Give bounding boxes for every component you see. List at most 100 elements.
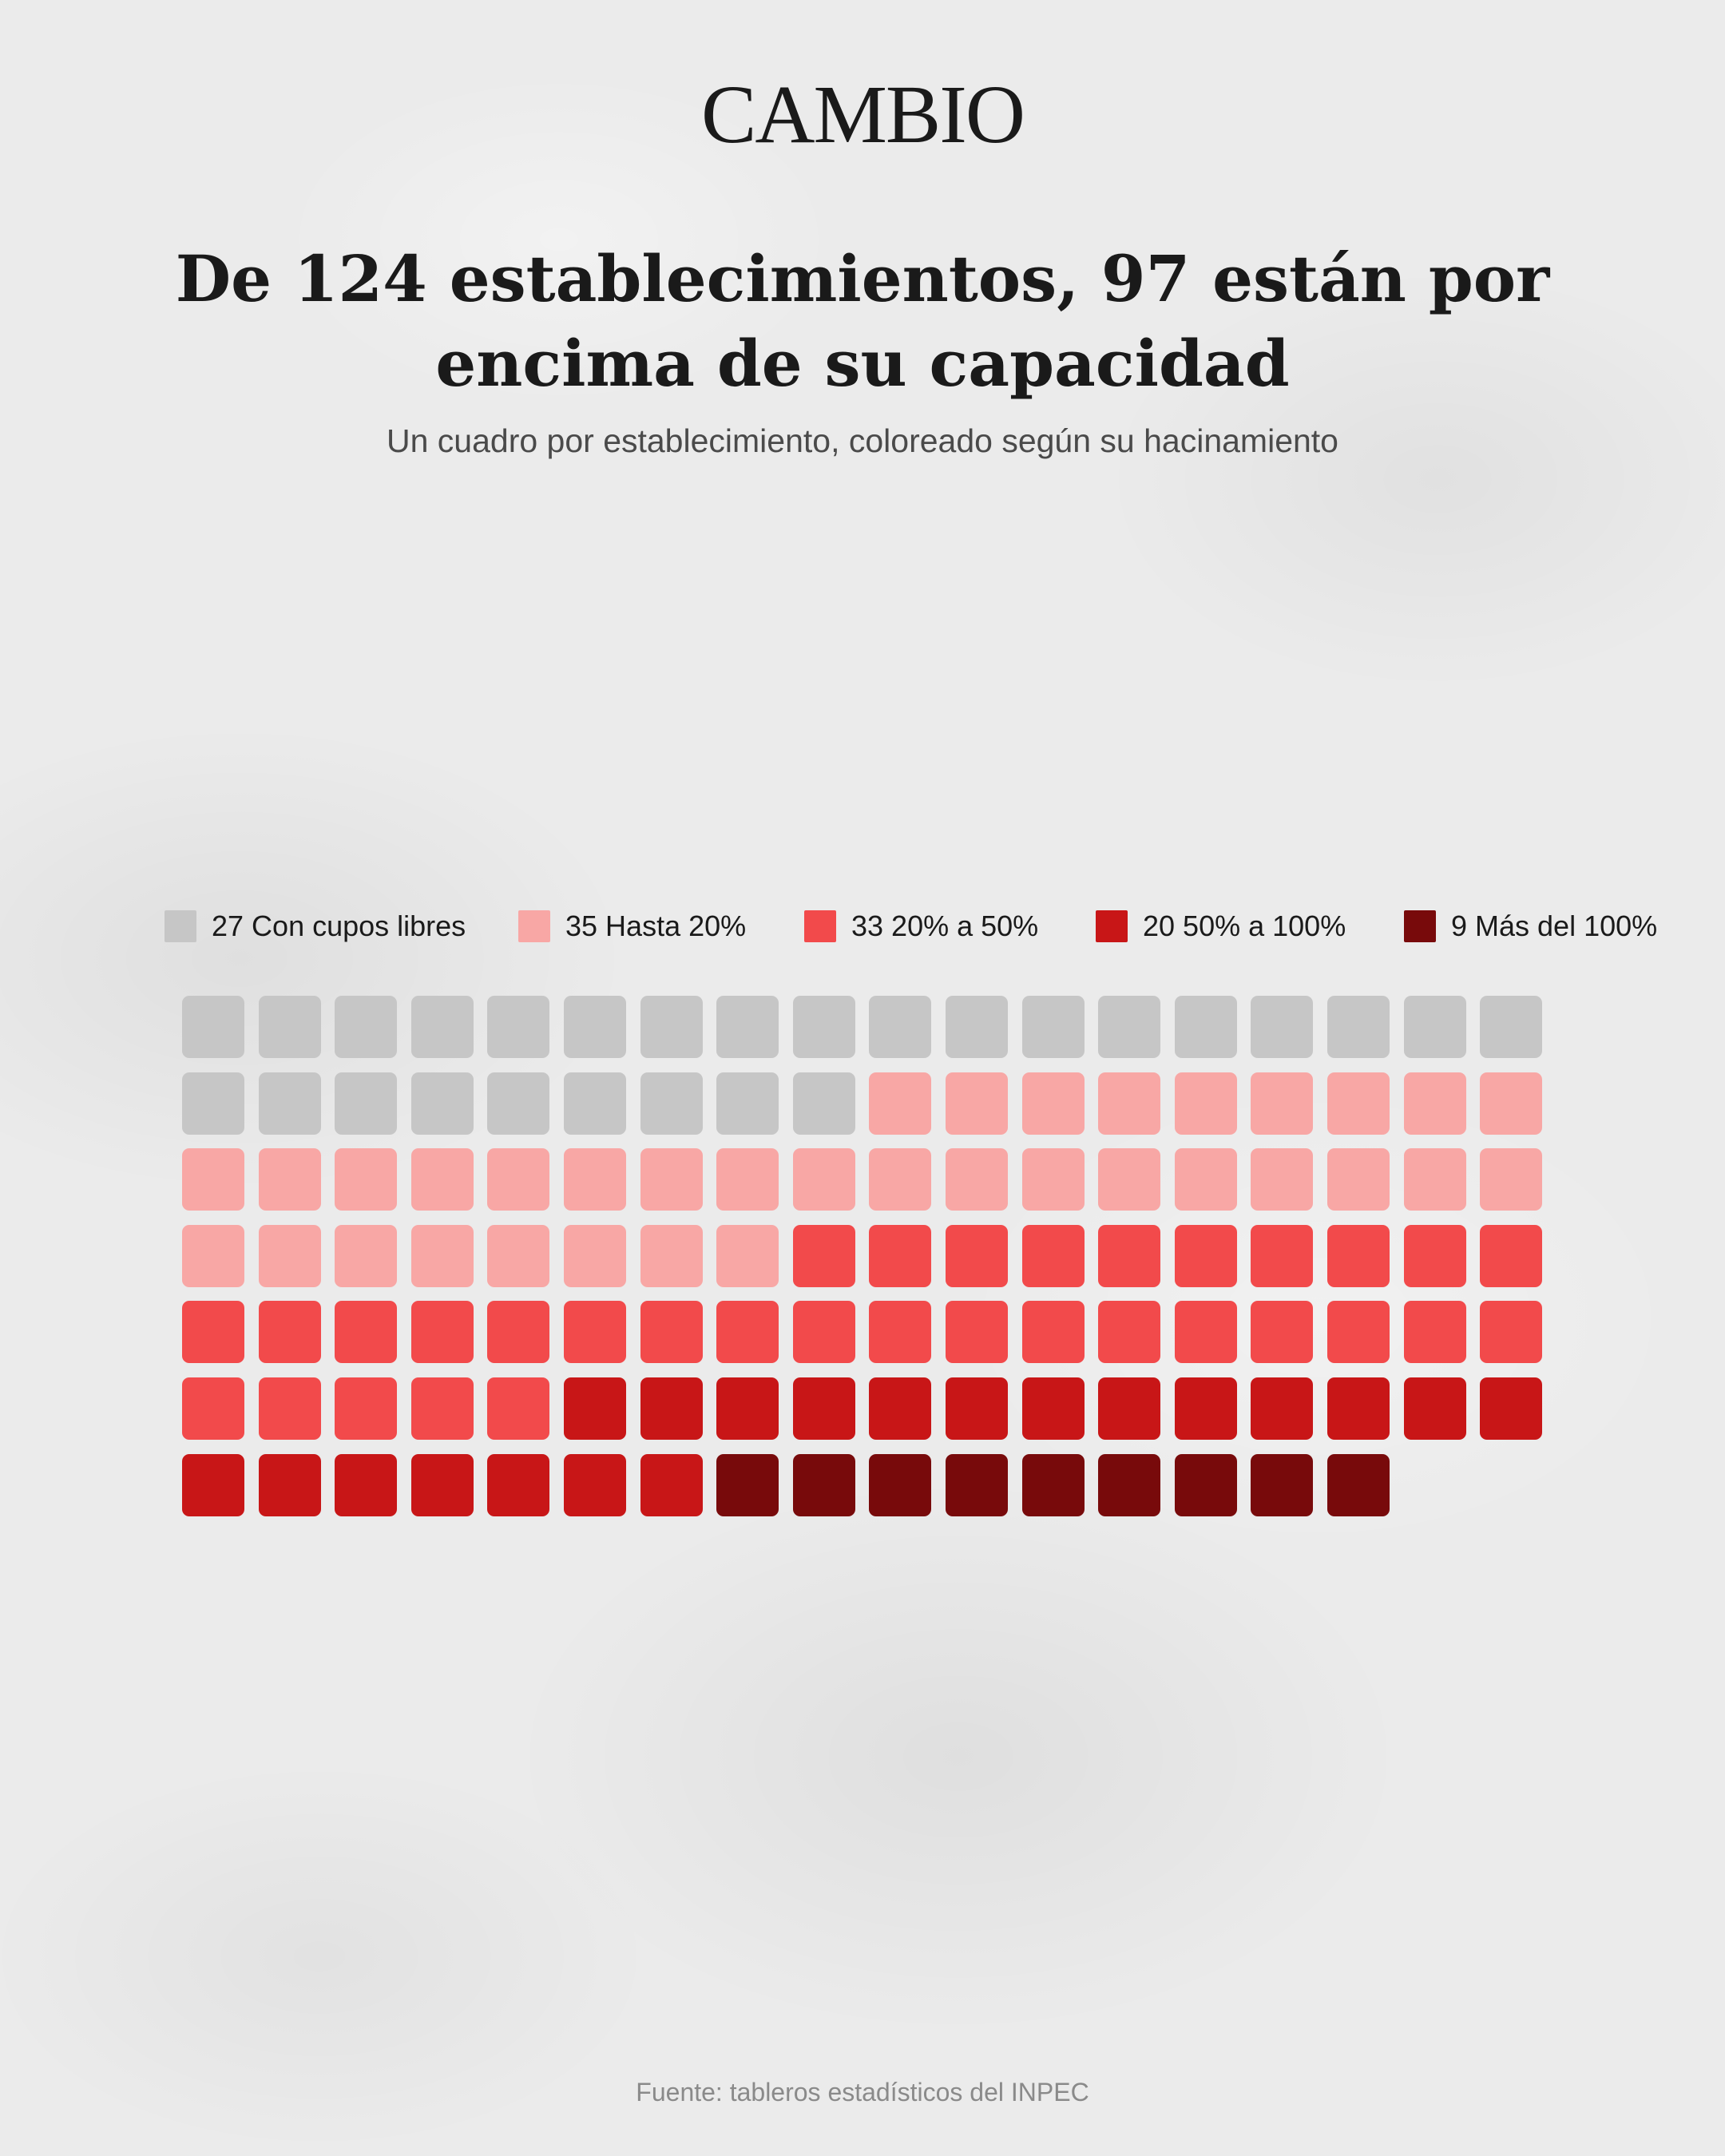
waffle-cell xyxy=(640,1454,703,1516)
legend-swatch xyxy=(1404,910,1436,942)
waffle-cell xyxy=(716,1225,779,1287)
waffle-cell xyxy=(946,1377,1008,1440)
waffle-cell xyxy=(946,996,1008,1058)
legend-swatch xyxy=(518,910,550,942)
waffle-cell xyxy=(1022,1301,1085,1363)
waffle-cell xyxy=(716,1377,779,1440)
waffle-cell xyxy=(1098,1225,1160,1287)
legend-item-20-a-50: 33 20% a 50% xyxy=(804,902,1038,950)
waffle-cell xyxy=(182,1072,244,1135)
waffle-cell xyxy=(793,996,855,1058)
waffle-cell xyxy=(335,1454,397,1516)
waffle-cell xyxy=(1327,1301,1390,1363)
legend-swatch xyxy=(804,910,836,942)
waffle-cell xyxy=(1251,1301,1313,1363)
waffle-cell xyxy=(1327,996,1390,1058)
waffle-cell xyxy=(1251,1377,1313,1440)
waffle-cell xyxy=(259,996,321,1058)
waffle-cell xyxy=(793,1072,855,1135)
waffle-cell xyxy=(1480,1072,1542,1135)
waffle-cell xyxy=(640,1072,703,1135)
legend-label: 20 50% a 100% xyxy=(1143,910,1346,942)
waffle-cell xyxy=(259,1072,321,1135)
legend-label: 35 Hasta 20% xyxy=(565,910,747,942)
waffle-cell xyxy=(946,1072,1008,1135)
waffle-cell xyxy=(1404,996,1466,1058)
waffle-cell xyxy=(1251,1225,1313,1287)
waffle-cell xyxy=(182,1454,244,1516)
legend-item-con-cupos-libres: 27 Con cupos libres xyxy=(165,902,466,950)
waffle-cell xyxy=(564,1148,626,1211)
waffle-cell xyxy=(1251,1148,1313,1211)
legend-label: 33 20% a 50% xyxy=(851,910,1039,942)
waffle-cell xyxy=(487,1454,549,1516)
waffle-cell xyxy=(869,1377,931,1440)
legend-label: 9 Más del 100% xyxy=(1451,910,1658,942)
chart-legend: 27 Con cupos libres 35 Hasta 20% 33 20% … xyxy=(0,902,1725,950)
waffle-cell xyxy=(793,1454,855,1516)
waffle-cell xyxy=(1327,1454,1390,1516)
waffle-cell xyxy=(946,1454,1008,1516)
waffle-cell xyxy=(1098,1148,1160,1211)
waffle-cell xyxy=(1175,1377,1237,1440)
waffle-cell xyxy=(1098,1301,1160,1363)
waffle-cell xyxy=(259,1454,321,1516)
waffle-cell xyxy=(1098,1377,1160,1440)
waffle-cell xyxy=(1480,1148,1542,1211)
waffle-cell xyxy=(640,996,703,1058)
waffle-cell xyxy=(411,1377,474,1440)
waffle-cell xyxy=(869,996,931,1058)
waffle-cell xyxy=(182,1301,244,1363)
waffle-cell xyxy=(1022,1454,1085,1516)
legend-swatch xyxy=(1096,910,1128,942)
waffle-cell xyxy=(564,1072,626,1135)
waffle-cell xyxy=(487,1148,549,1211)
waffle-cell xyxy=(1480,996,1542,1058)
waffle-cell xyxy=(1022,1148,1085,1211)
waffle-cell xyxy=(869,1454,931,1516)
waffle-cell xyxy=(564,996,626,1058)
legend-swatch xyxy=(165,910,196,942)
waffle-cell xyxy=(716,1148,779,1211)
waffle-cell xyxy=(1251,1454,1313,1516)
waffle-cell xyxy=(259,1225,321,1287)
legend-label: 27 Con cupos libres xyxy=(212,910,466,942)
waffle-cell xyxy=(335,1225,397,1287)
waffle-cell xyxy=(411,1225,474,1287)
waffle-cell xyxy=(1480,1301,1542,1363)
waffle-cell xyxy=(487,996,549,1058)
waffle-cell xyxy=(640,1301,703,1363)
chart-subtitle: Un cuadro por establecimiento, coloreado… xyxy=(386,422,1338,459)
waffle-cell xyxy=(1327,1072,1390,1135)
waffle-cell xyxy=(1175,1072,1237,1135)
waffle-cell xyxy=(564,1377,626,1440)
waffle-cell xyxy=(487,1377,549,1440)
waffle-cell xyxy=(564,1225,626,1287)
waffle-cell xyxy=(946,1148,1008,1211)
legend-item-50-a-100: 20 50% a 100% xyxy=(1096,902,1346,950)
waffle-cell xyxy=(1098,1072,1160,1135)
chart-title: De 124 establecimientos, 97 están por en… xyxy=(175,241,1550,401)
waffle-cell xyxy=(793,1148,855,1211)
waffle-cell xyxy=(1175,1225,1237,1287)
waffle-cell xyxy=(259,1377,321,1440)
waffle-cell xyxy=(1175,1148,1237,1211)
waffle-cell xyxy=(1327,1225,1390,1287)
waffle-cell xyxy=(946,1301,1008,1363)
waffle-cell xyxy=(411,1301,474,1363)
waffle-cell xyxy=(869,1301,931,1363)
waffle-cell xyxy=(182,996,244,1058)
source-note: Fuente: tableros estadísticos del INPEC xyxy=(636,2078,1089,2106)
waffle-cell xyxy=(1175,1454,1237,1516)
waffle-cell xyxy=(411,1148,474,1211)
waffle-cell xyxy=(259,1301,321,1363)
waffle-cell xyxy=(487,1301,549,1363)
waffle-cell xyxy=(1480,1225,1542,1287)
waffle-cell xyxy=(716,1072,779,1135)
waffle-cell xyxy=(411,1454,474,1516)
waffle-cell xyxy=(182,1148,244,1211)
waffle-cell xyxy=(640,1377,703,1440)
waffle-cell xyxy=(716,996,779,1058)
waffle-cell xyxy=(869,1148,931,1211)
